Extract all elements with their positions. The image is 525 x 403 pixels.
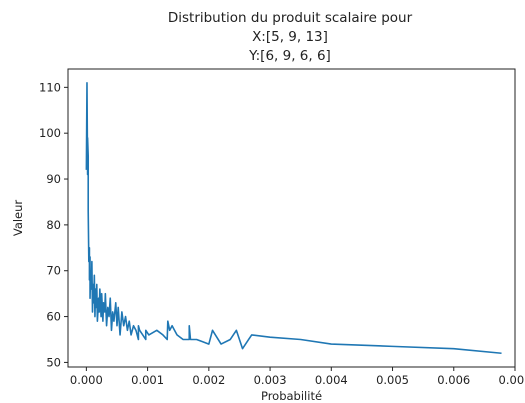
- series-line: [85, 81, 502, 355]
- x-axis-ticks: 0.000 0.001 0.002 0.003 0.004 0.005 0.006 0.007: [70, 367, 525, 387]
- y-tick-label: 50: [46, 355, 61, 369]
- x-tick-label: 0.001: [131, 373, 164, 387]
- title-line-1: Distribution du produit scalaire pour: [168, 10, 413, 26]
- y-tick-label: 60: [46, 310, 61, 324]
- x-tick-label: 0.006: [437, 373, 470, 387]
- x-axis-label: Probabilité: [261, 389, 322, 403]
- x-tick-label: 0.002: [192, 373, 225, 387]
- plot-frame: [67, 68, 516, 368]
- plot-area: [85, 81, 502, 355]
- x-tick-label: 0.007: [499, 373, 525, 387]
- y-tick-label: 110: [39, 80, 61, 94]
- y-axis-label: Valeur: [11, 200, 25, 237]
- title-line-3: Y:[6, 9, 6, 6]: [248, 48, 331, 64]
- title-line-2: X:[5, 9, 13]: [252, 29, 328, 45]
- y-tick-label: 100: [39, 126, 61, 140]
- x-tick-label: 0.000: [70, 373, 103, 387]
- x-tick-label: 0.005: [376, 373, 409, 387]
- y-tick-label: 90: [46, 172, 61, 186]
- chart-title: Distribution du produit scalaire pour X:…: [168, 10, 413, 64]
- y-tick-label: 80: [46, 218, 61, 232]
- y-tick-label: 70: [46, 264, 61, 278]
- x-tick-label: 0.003: [254, 373, 287, 387]
- y-axis-ticks: 50 60 70 80 90 100 110: [39, 80, 68, 369]
- x-tick-label: 0.004: [315, 373, 348, 387]
